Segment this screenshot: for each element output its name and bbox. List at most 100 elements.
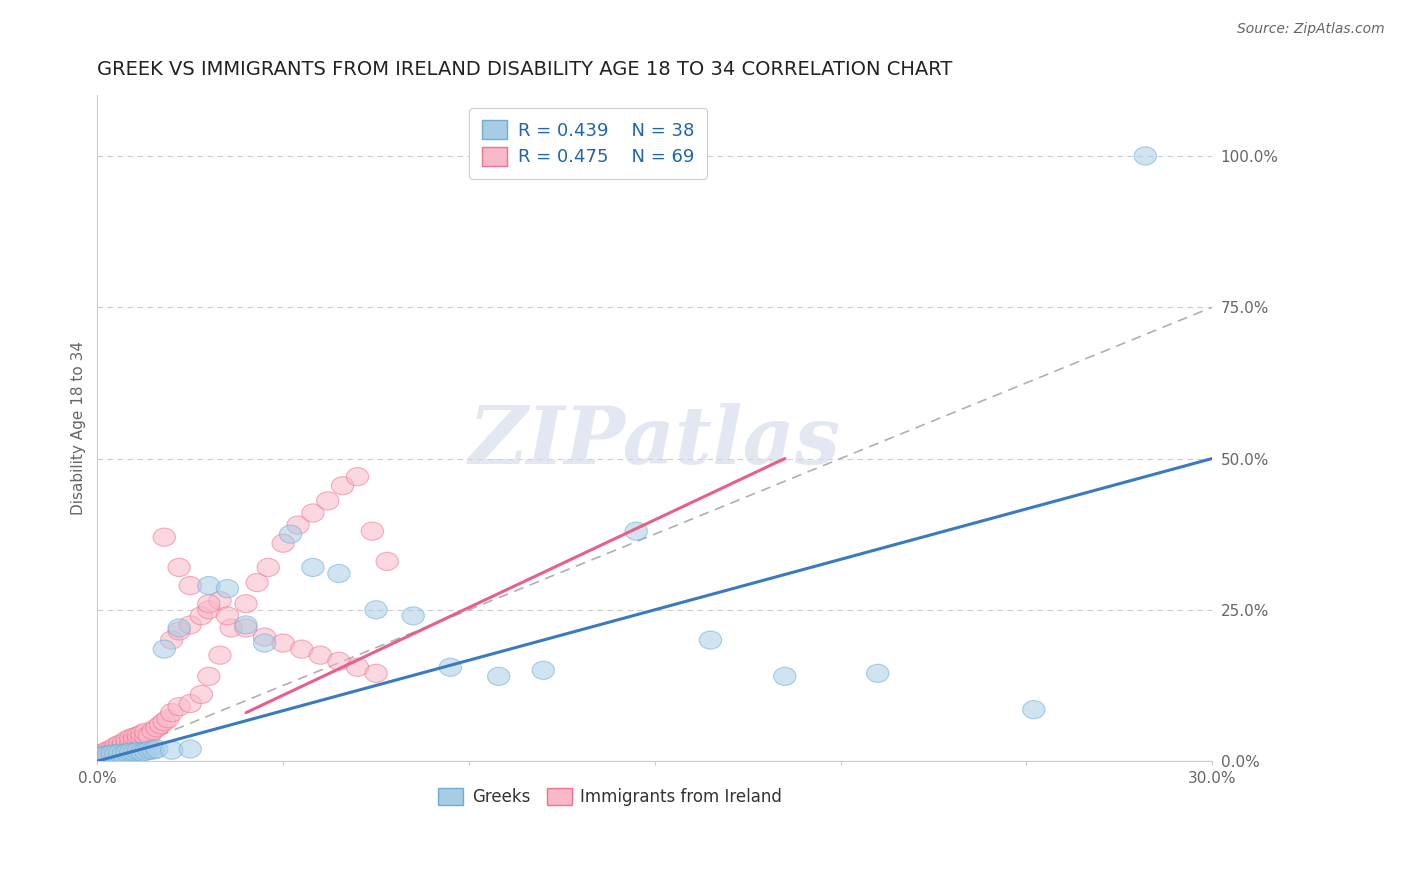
Ellipse shape [773,667,796,685]
Ellipse shape [108,744,131,763]
Ellipse shape [346,658,368,676]
Ellipse shape [90,745,112,763]
Ellipse shape [153,713,176,731]
Ellipse shape [217,607,239,625]
Ellipse shape [115,744,138,762]
Ellipse shape [97,746,120,764]
Text: Source: ZipAtlas.com: Source: ZipAtlas.com [1237,22,1385,37]
Ellipse shape [135,723,157,741]
Ellipse shape [375,552,398,571]
Ellipse shape [1022,700,1045,719]
Ellipse shape [112,745,135,763]
Ellipse shape [366,665,387,682]
Ellipse shape [179,615,201,634]
Ellipse shape [112,734,135,752]
Ellipse shape [190,685,212,704]
Ellipse shape [316,491,339,510]
Ellipse shape [253,628,276,646]
Ellipse shape [179,576,201,595]
Ellipse shape [328,565,350,582]
Ellipse shape [149,715,172,734]
Ellipse shape [179,695,201,713]
Ellipse shape [127,727,149,745]
Ellipse shape [217,580,239,598]
Ellipse shape [131,729,153,747]
Ellipse shape [97,745,120,763]
Ellipse shape [108,735,131,753]
Ellipse shape [190,607,212,625]
Text: GREEK VS IMMIGRANTS FROM IRELAND DISABILITY AGE 18 TO 34 CORRELATION CHART: GREEK VS IMMIGRANTS FROM IRELAND DISABIL… [97,60,953,78]
Ellipse shape [1135,147,1157,165]
Ellipse shape [271,534,294,552]
Ellipse shape [90,747,112,765]
Ellipse shape [209,646,231,665]
Ellipse shape [235,619,257,637]
Ellipse shape [291,640,314,658]
Ellipse shape [115,735,138,753]
Ellipse shape [439,658,461,676]
Legend: Greeks, Immigrants from Ireland: Greeks, Immigrants from Ireland [432,781,789,813]
Ellipse shape [167,698,190,715]
Ellipse shape [138,741,160,759]
Ellipse shape [153,640,176,658]
Ellipse shape [127,731,149,749]
Ellipse shape [309,646,332,665]
Ellipse shape [366,600,387,619]
Ellipse shape [120,734,142,752]
Ellipse shape [235,595,257,613]
Ellipse shape [101,739,124,758]
Ellipse shape [131,725,153,743]
Ellipse shape [101,745,124,763]
Ellipse shape [142,741,165,759]
Ellipse shape [105,741,127,759]
Ellipse shape [94,743,115,761]
Ellipse shape [361,522,384,541]
Ellipse shape [866,665,889,682]
Ellipse shape [179,739,201,758]
Ellipse shape [280,525,302,543]
Ellipse shape [108,739,131,758]
Ellipse shape [198,600,219,619]
Ellipse shape [160,704,183,722]
Ellipse shape [146,719,167,737]
Ellipse shape [115,731,138,749]
Ellipse shape [302,558,323,576]
Ellipse shape [120,743,142,761]
Ellipse shape [131,743,153,761]
Ellipse shape [531,661,554,680]
Ellipse shape [124,728,146,746]
Ellipse shape [101,743,124,761]
Text: ZIPatlas: ZIPatlas [468,403,841,480]
Ellipse shape [112,737,135,755]
Ellipse shape [97,741,120,759]
Ellipse shape [90,747,112,765]
Ellipse shape [271,634,294,652]
Ellipse shape [198,667,219,685]
Ellipse shape [167,622,190,640]
Ellipse shape [332,476,354,495]
Ellipse shape [626,522,647,541]
Ellipse shape [198,576,219,595]
Ellipse shape [160,631,183,649]
Ellipse shape [209,591,231,610]
Ellipse shape [253,634,276,652]
Ellipse shape [157,710,179,728]
Ellipse shape [699,631,721,649]
Ellipse shape [198,595,219,613]
Ellipse shape [160,741,183,759]
Ellipse shape [328,652,350,670]
Ellipse shape [219,619,242,637]
Ellipse shape [153,528,176,546]
Ellipse shape [302,504,323,522]
Ellipse shape [135,742,157,761]
Y-axis label: Disability Age 18 to 34: Disability Age 18 to 34 [72,342,86,516]
Ellipse shape [135,728,157,746]
Ellipse shape [146,739,167,758]
Ellipse shape [235,615,257,634]
Ellipse shape [167,619,190,637]
Ellipse shape [105,745,127,763]
Ellipse shape [142,722,165,739]
Ellipse shape [402,607,425,625]
Ellipse shape [246,574,269,591]
Ellipse shape [94,746,115,764]
